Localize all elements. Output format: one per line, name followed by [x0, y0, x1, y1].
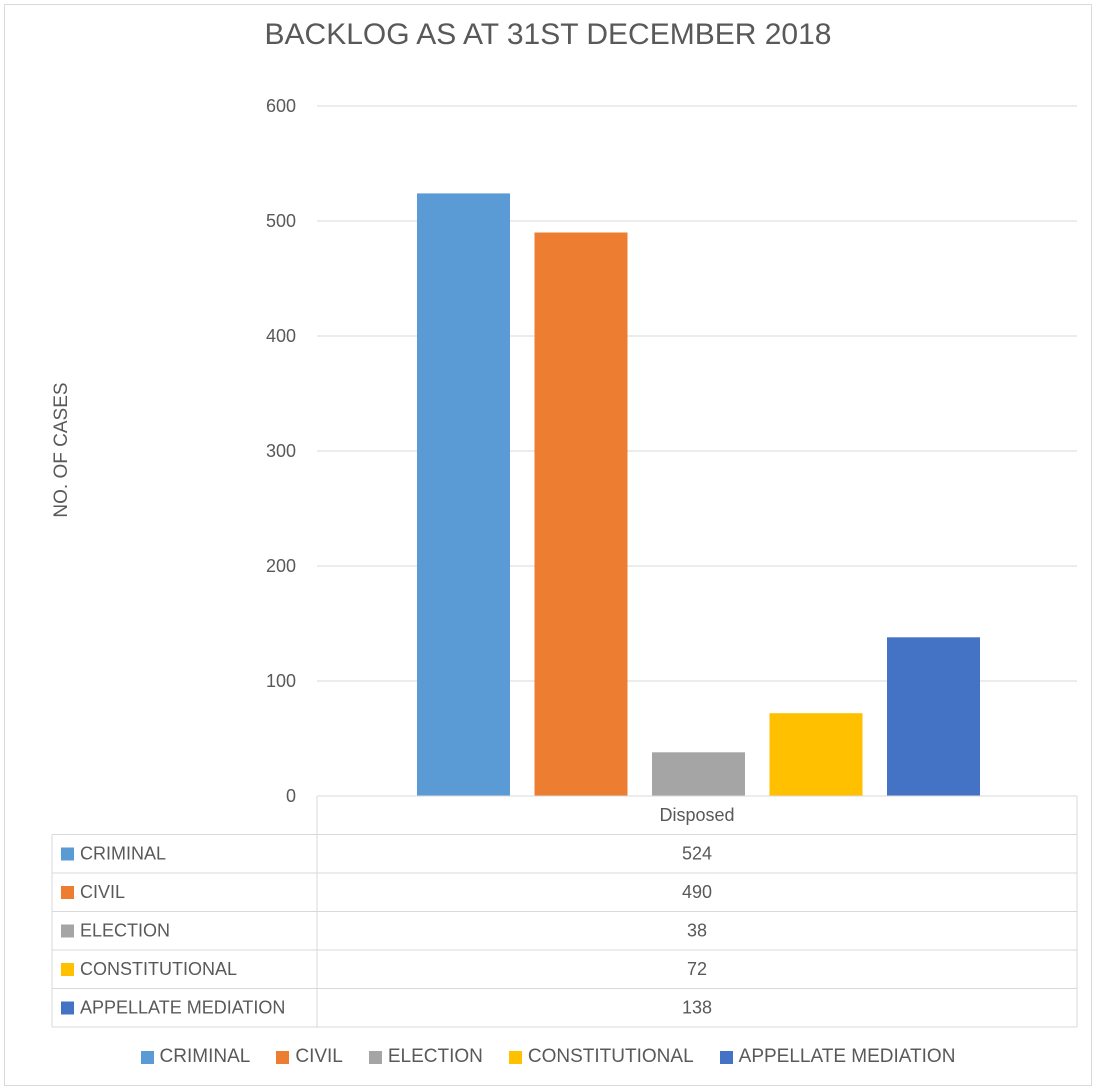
bar-appellate-mediation [887, 637, 980, 796]
table-legend-swatch [61, 847, 74, 861]
table-row-label: CONSTITUTIONAL [80, 959, 237, 979]
y-tick-label: 400 [266, 326, 296, 346]
bar-constitutional [769, 713, 863, 796]
bars [417, 193, 980, 796]
legend-swatch [276, 1050, 290, 1064]
y-tick-label: 200 [266, 556, 296, 576]
bar-criminal [417, 193, 510, 796]
data-table: Disposed CRIMINAL 524 CIVIL 490 ELECTION 38 CON… [51, 795, 1078, 1028]
table-legend-swatch [61, 963, 74, 976]
table-row-label: ELECTION [80, 921, 170, 941]
legend-item: APPELLATE MEDIATION [719, 1046, 956, 1068]
table-legend-swatch [61, 1001, 74, 1015]
table-row-label: CIVIL [80, 882, 125, 902]
legend-item: CONSTITUTIONAL [508, 1046, 694, 1068]
table-legend-swatch [61, 886, 74, 899]
legend-label: CRIMINAL [159, 1046, 251, 1067]
table-cell-value: 38 [687, 921, 707, 941]
table-cell-value: 72 [687, 959, 707, 979]
table-legend-swatch [61, 924, 74, 938]
legend-label: APPELLATE MEDIATION [738, 1046, 956, 1067]
table-cell-value: 138 [682, 998, 712, 1018]
y-tick-labels: 0 100 200 300 400 500 600 [266, 96, 296, 806]
table-header-category: Disposed [659, 805, 734, 825]
legend-label: ELECTION [387, 1046, 483, 1067]
legend-item: ELECTION [368, 1046, 483, 1068]
legend-label: CONSTITUTIONAL [527, 1046, 694, 1067]
y-tick-label: 300 [266, 441, 296, 461]
legend-label: CIVIL [295, 1046, 343, 1067]
legend: CRIMINAL CIVIL ELECTION CONSTITUTIONAL APPEL… [0, 1046, 1096, 1068]
legend-swatch [719, 1050, 733, 1064]
legend-swatch [508, 1050, 522, 1064]
y-tick-label: 0 [286, 786, 296, 806]
legend-item: CIVIL [276, 1046, 343, 1068]
chart-title: BACKLOG AS AT 31ST DECEMBER 2018 [264, 18, 832, 51]
legend-item: CRIMINAL [140, 1046, 251, 1068]
chart-frame [4, 4, 1092, 1086]
y-tick-label: 500 [266, 211, 296, 231]
y-tick-label: 100 [266, 671, 296, 691]
bar-civil [534, 232, 628, 796]
table-row-label: APPELLATE MEDIATION [80, 998, 285, 1018]
legend-swatch [368, 1050, 382, 1064]
table-row-label: CRIMINAL [80, 844, 166, 864]
y-tick-label: 600 [266, 96, 296, 116]
legend-swatch [140, 1050, 154, 1064]
table-cell-value: 490 [682, 882, 712, 902]
table-cell-value: 524 [682, 844, 712, 864]
bar-election [652, 752, 745, 796]
